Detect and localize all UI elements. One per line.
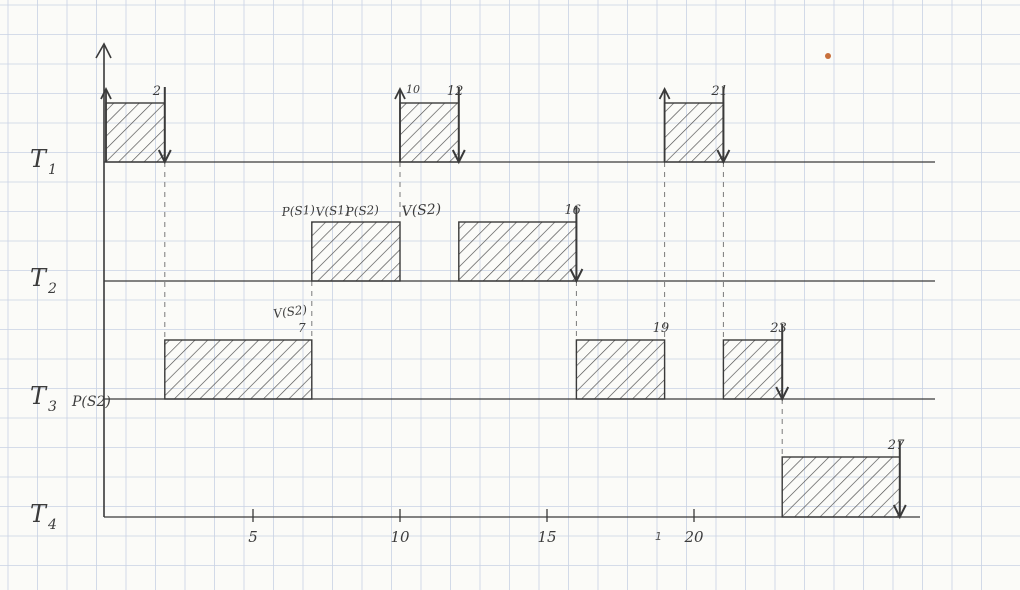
execution-block: 21 xyxy=(658,84,731,165)
start-arrowhead xyxy=(658,86,671,100)
execution-block: 2 xyxy=(100,84,172,165)
execution-block: 23 xyxy=(722,321,790,402)
time-label: 27 xyxy=(887,438,905,453)
execution-block xyxy=(311,221,401,282)
execution-block: 19 xyxy=(575,321,670,400)
svg-text:T: T xyxy=(30,145,48,173)
time-label: 2 xyxy=(152,84,161,99)
hatched-block xyxy=(722,339,783,400)
time-label: 12 xyxy=(447,84,464,99)
hatched-block xyxy=(663,102,725,163)
svg-text:1: 1 xyxy=(48,162,57,178)
axis-tick-label: 5 xyxy=(248,528,258,546)
start-arrowhead xyxy=(100,86,112,100)
svg-text:T: T xyxy=(30,382,48,410)
svg-text:3: 3 xyxy=(48,399,57,415)
labels: T 1T 2T 3T 4 xyxy=(30,145,57,533)
axis-tick-label: 10 xyxy=(390,528,410,546)
time-label: 10 xyxy=(406,83,420,96)
annotation-seven: 7 xyxy=(298,321,306,335)
time-label: 19 xyxy=(653,321,670,336)
svg-text:T: T xyxy=(30,500,48,528)
time-label: 21 xyxy=(710,84,728,99)
hatched-block xyxy=(105,102,166,163)
hatched-block xyxy=(164,339,313,400)
execution-block: 16 xyxy=(458,203,584,284)
hatched-block xyxy=(458,221,578,282)
hatched-block xyxy=(575,339,666,400)
ink-dot xyxy=(825,53,831,59)
hatched-block xyxy=(781,456,901,518)
hatched-block xyxy=(311,221,401,282)
annotation-p-s2-t2: P(S2) xyxy=(344,203,380,219)
time-label: 23 xyxy=(769,321,787,336)
annotation-p-s1: P(S1) xyxy=(280,203,316,219)
annotation-v-s1: V(S1) xyxy=(315,203,350,219)
annotation-v-s2-t2: V(S2) xyxy=(401,201,442,220)
axis-tick-label: 20 xyxy=(683,528,704,546)
stray-mark: 1 xyxy=(655,530,662,543)
execution-block: 12 10 xyxy=(394,83,466,165)
svg-text:4: 4 xyxy=(47,517,57,533)
annotation-v-s2-t3: V(S2) xyxy=(272,302,308,321)
time-label: 16 xyxy=(564,203,581,218)
svg-text:T: T xyxy=(30,264,48,292)
annotation-p-s2-t3: P(S2) xyxy=(71,394,111,410)
y-axis-arrowhead xyxy=(95,42,112,59)
hatched-block xyxy=(399,102,460,163)
start-arrowhead xyxy=(394,86,406,100)
axes: 5 10 15 20 xyxy=(95,42,935,546)
execution-block xyxy=(164,339,313,400)
axis-tick-label: 15 xyxy=(537,528,556,546)
svg-text:2: 2 xyxy=(47,281,57,297)
execution-block: 27 xyxy=(781,438,907,520)
